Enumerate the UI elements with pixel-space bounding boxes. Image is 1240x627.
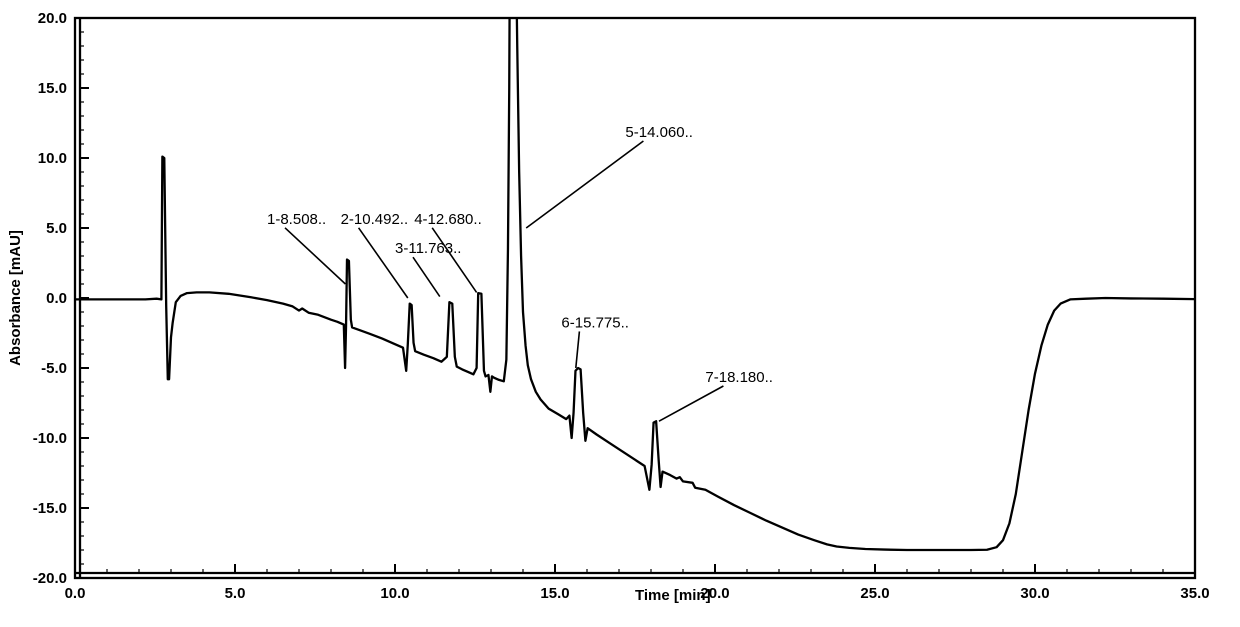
y-tick-label: 15.0 bbox=[38, 80, 67, 97]
x-axis-label: Time [min] bbox=[635, 587, 711, 604]
peak-label-5: 5-14.060.. bbox=[625, 124, 693, 141]
y-tick-label: -5.0 bbox=[41, 360, 67, 377]
y-tick-label: 5.0 bbox=[46, 220, 67, 237]
peak-label-1: 1-8.508.. bbox=[267, 211, 326, 228]
peak-label-7: 7-18.180.. bbox=[705, 369, 773, 386]
chart-svg: 0.0 5.0 10.0 15.0 20.0 25.0 30.0 35.0 -20.0 -15.0… bbox=[0, 0, 1240, 627]
x-tick-label: 5.0 bbox=[225, 585, 246, 602]
x-tick-label: 10.0 bbox=[380, 585, 409, 602]
peak-label-2: 2-10.492.. bbox=[341, 211, 409, 228]
y-tick-label: -20.0 bbox=[33, 570, 67, 587]
y-axis-label: Absorbance [mAU] bbox=[7, 230, 24, 366]
chromatogram-chart: 0.0 5.0 10.0 15.0 20.0 25.0 30.0 35.0 -20.0 -15.0… bbox=[0, 0, 1240, 627]
x-tick-label: 35.0 bbox=[1180, 585, 1209, 602]
y-tick-label: -10.0 bbox=[33, 430, 67, 447]
x-tick-label: 15.0 bbox=[540, 585, 569, 602]
peak-label-4: 4-12.680.. bbox=[414, 211, 482, 228]
y-tick-label: 20.0 bbox=[38, 10, 67, 27]
x-tick-label: 30.0 bbox=[1020, 585, 1049, 602]
x-tick-label: 0.0 bbox=[65, 585, 86, 602]
x-tick-label: 25.0 bbox=[860, 585, 889, 602]
y-tick-label: 0.0 bbox=[46, 290, 67, 307]
y-tick-label: 10.0 bbox=[38, 150, 67, 167]
y-tick-label: -15.0 bbox=[33, 500, 67, 517]
peak-label-6: 6-15.775.. bbox=[561, 314, 629, 331]
